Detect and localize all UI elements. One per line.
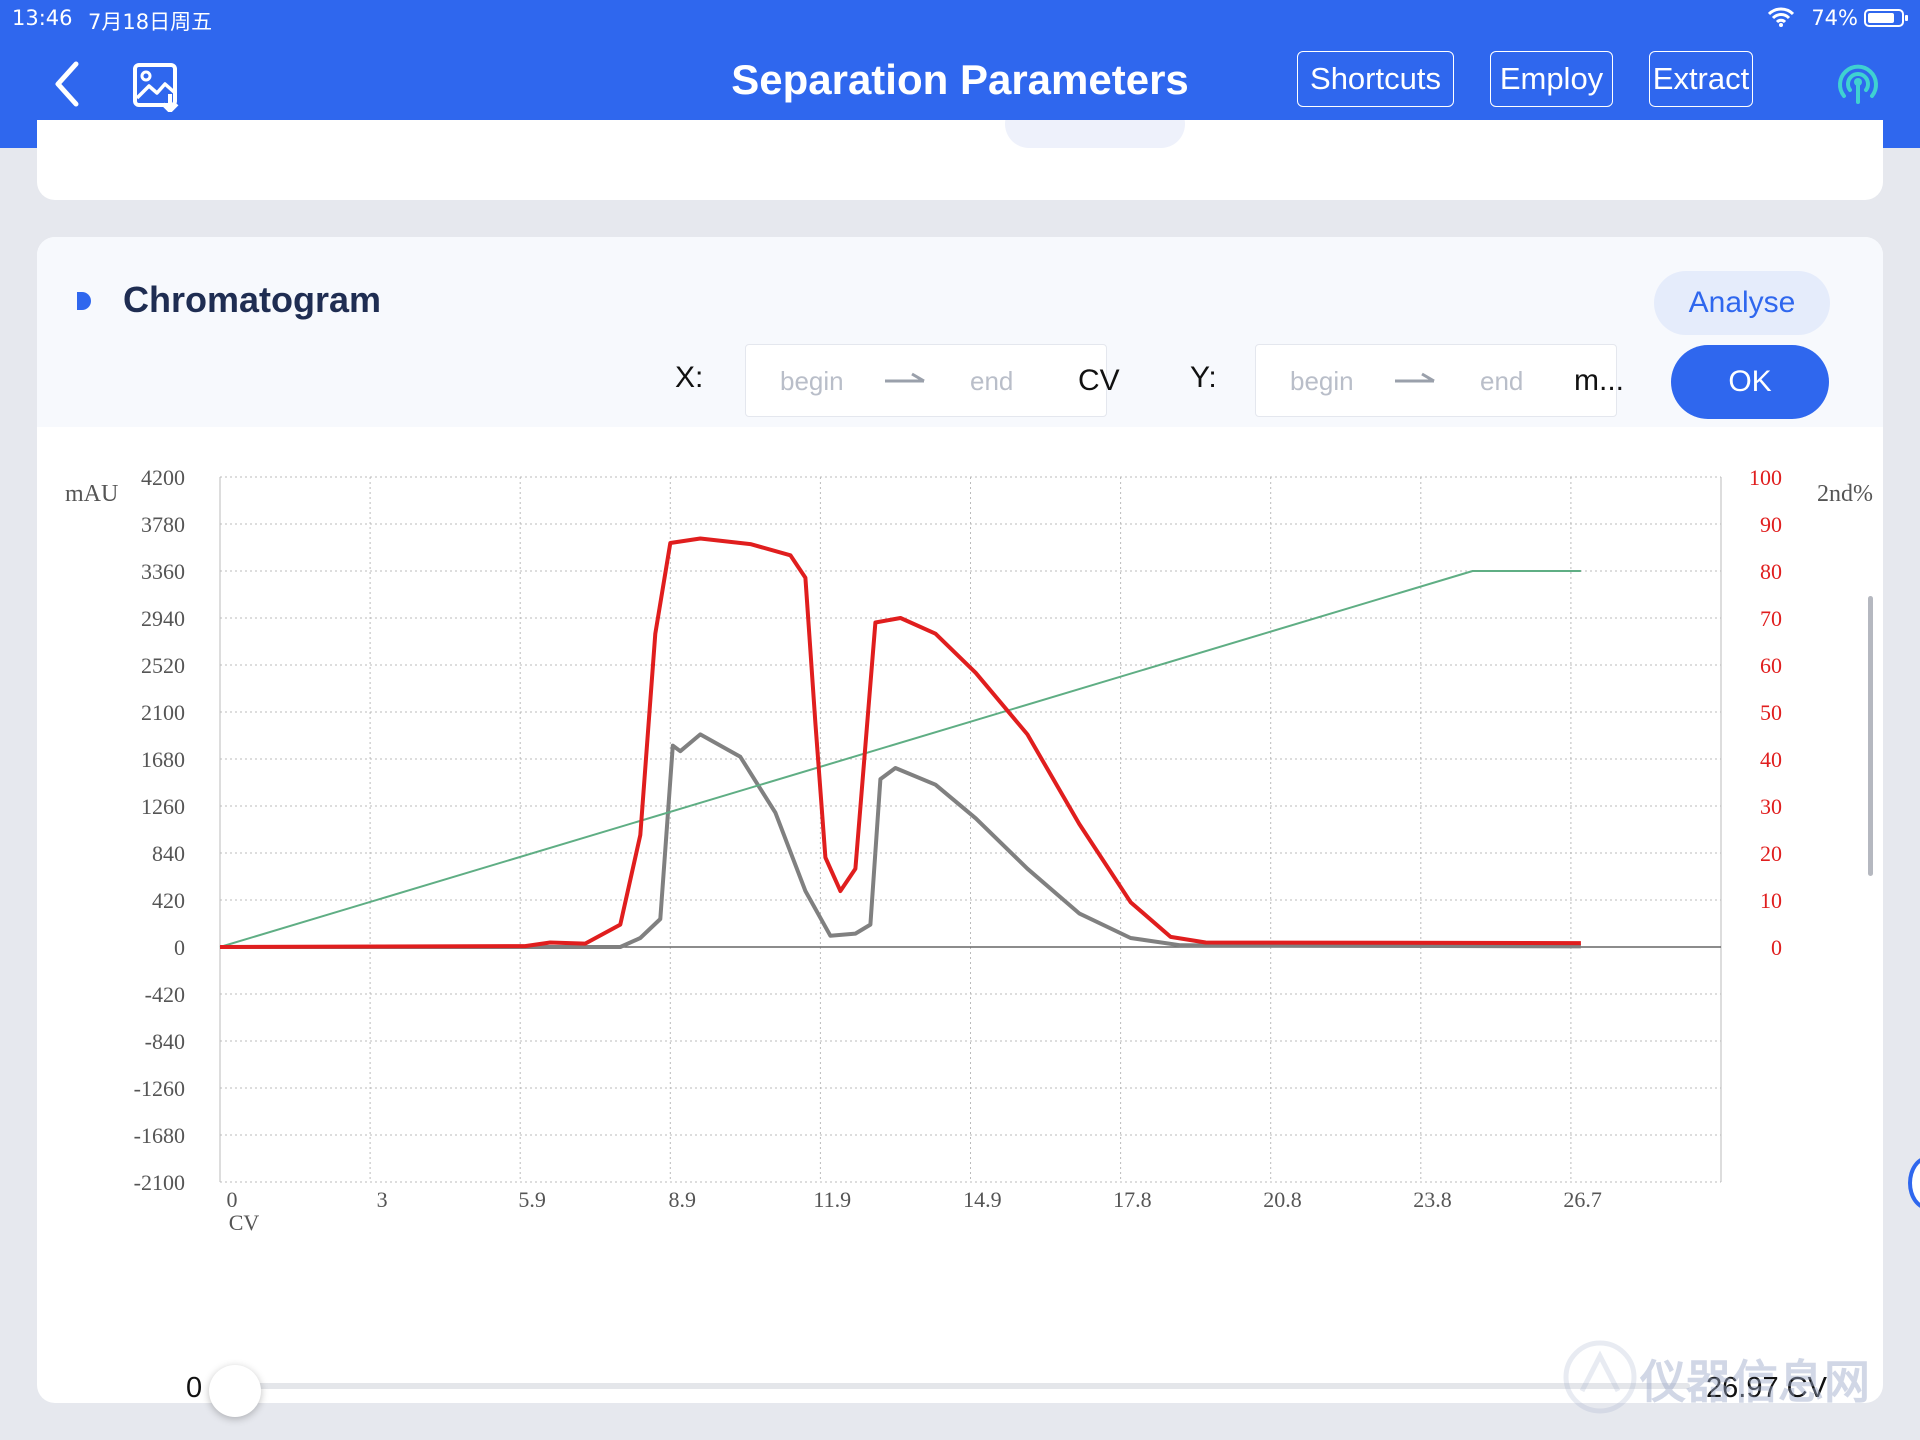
ok-button[interactable]: OK: [1671, 345, 1829, 419]
x-tick-label: 14.9: [963, 1187, 1002, 1212]
y-tick-label: 840: [152, 841, 185, 866]
parameter-pill[interactable]: [1005, 120, 1185, 148]
y-tick-label: 420: [152, 888, 185, 913]
series-line-3: [219, 570, 1581, 948]
battery-percent: 74%: [1811, 6, 1858, 30]
wifi-icon: [1768, 7, 1794, 27]
slider-min-label: 0: [186, 1372, 203, 1404]
range-arrow-icon: [885, 372, 925, 383]
back-arrow-icon[interactable]: [48, 60, 88, 108]
chromatogram-chart: 420037803360294025202100168012608404200-…: [65, 465, 1873, 1235]
y2-axis-title: 2nd%: [1817, 481, 1873, 507]
analyse-button[interactable]: Analyse: [1654, 271, 1830, 335]
cv-slider-track[interactable]: [220, 1383, 1690, 1389]
x-tick-label: 17.8: [1113, 1187, 1152, 1212]
x-tick-label: 0: [227, 1187, 238, 1212]
y-tick-label: -840: [145, 1029, 185, 1054]
y-tick-label: 0: [174, 935, 185, 960]
save-image-icon[interactable]: [132, 62, 182, 112]
y2-tick-label: 60: [1760, 653, 1782, 678]
y2-tick-label: 10: [1760, 888, 1782, 913]
y-tick-label: 4200: [141, 465, 185, 490]
watermark-logo: [1563, 1340, 1637, 1414]
x-range-field: begin end CV: [745, 344, 1120, 417]
y-tick-label: 1680: [141, 747, 185, 772]
y2-tick-label: 30: [1760, 794, 1782, 819]
x-tick-label: 5.9: [518, 1187, 546, 1212]
floating-button[interactable]: [1908, 1156, 1920, 1210]
series-line-2: [220, 732, 1581, 949]
connection-icon[interactable]: [1832, 58, 1884, 106]
y2-tick-label: 20: [1760, 841, 1782, 866]
y2-tick-label: 50: [1760, 700, 1782, 725]
x-tick-label: 8.9: [668, 1187, 696, 1212]
y2-tick-label: 90: [1760, 512, 1782, 537]
chromatogram-toolbar: Chromatogram Analyse X: begin end CV Y: …: [37, 237, 1883, 427]
y2-tick-label: 100: [1749, 465, 1782, 490]
y-tick-label: 2520: [141, 653, 185, 678]
x-tick-label: 23.8: [1413, 1187, 1452, 1212]
x-end-input[interactable]: end: [970, 366, 1014, 396]
y-tick-label: -2100: [134, 1170, 185, 1195]
battery-icon: [1864, 9, 1908, 27]
parameters-card: [37, 120, 1883, 200]
x-tick-label: 20.8: [1263, 1187, 1302, 1212]
y-begin-input[interactable]: begin: [1290, 366, 1354, 396]
chromatogram-card: Chromatogram Analyse X: begin end CV Y: …: [37, 237, 1883, 1403]
shortcuts-button[interactable]: Shortcuts: [1297, 51, 1454, 107]
y-tick-label: 3360: [141, 559, 185, 584]
y-tick-label: 2100: [141, 700, 185, 725]
cv-slider-handle[interactable]: [209, 1365, 261, 1417]
x-tick-label: 11.9: [813, 1187, 851, 1212]
series-line-1: [219, 536, 1581, 949]
y-tick-label: 3780: [141, 512, 185, 537]
y-tick-label: -420: [145, 982, 185, 1007]
y2-tick-label: 70: [1760, 606, 1782, 631]
extract-button[interactable]: Extract: [1649, 51, 1753, 107]
y-tick-label: -1680: [134, 1123, 185, 1148]
y-end-input[interactable]: end: [1480, 366, 1524, 396]
y-axis-title: mAU: [65, 481, 118, 507]
x-tick-label: 26.7: [1563, 1187, 1602, 1212]
x-tick-label: 3: [377, 1187, 388, 1212]
x-range-label: X:: [675, 361, 704, 394]
x-unit: CV: [1078, 364, 1120, 397]
chromatogram-title: Chromatogram: [123, 279, 382, 320]
watermark-text: 仪器信息网: [1640, 1355, 1870, 1409]
status-time: 13:46: [12, 6, 73, 30]
y-range-field: begin end m...: [1255, 344, 1624, 417]
y-tick-label: 1260: [141, 794, 185, 819]
y-unit: m...: [1574, 364, 1624, 397]
y-range-label: Y:: [1190, 361, 1217, 394]
slider-max-label: 26.97 CV: [1706, 1372, 1827, 1404]
y2-tick-label: 40: [1760, 747, 1782, 772]
status-date: 7月18日周五: [88, 10, 213, 34]
y-tick-label: -1260: [134, 1076, 185, 1101]
range-arrow-icon: [1395, 372, 1435, 383]
page-title: Separation Parameters: [731, 56, 1189, 103]
x-axis-title: CV: [229, 1210, 260, 1235]
y-tick-label: 2940: [141, 606, 185, 631]
section-marker-icon: [77, 292, 91, 310]
scrollbar[interactable]: [1868, 596, 1873, 876]
y2-tick-label: 80: [1760, 559, 1782, 584]
x-begin-input[interactable]: begin: [780, 366, 844, 396]
y2-tick-label: 0: [1771, 935, 1782, 960]
employ-button[interactable]: Employ: [1490, 51, 1613, 107]
